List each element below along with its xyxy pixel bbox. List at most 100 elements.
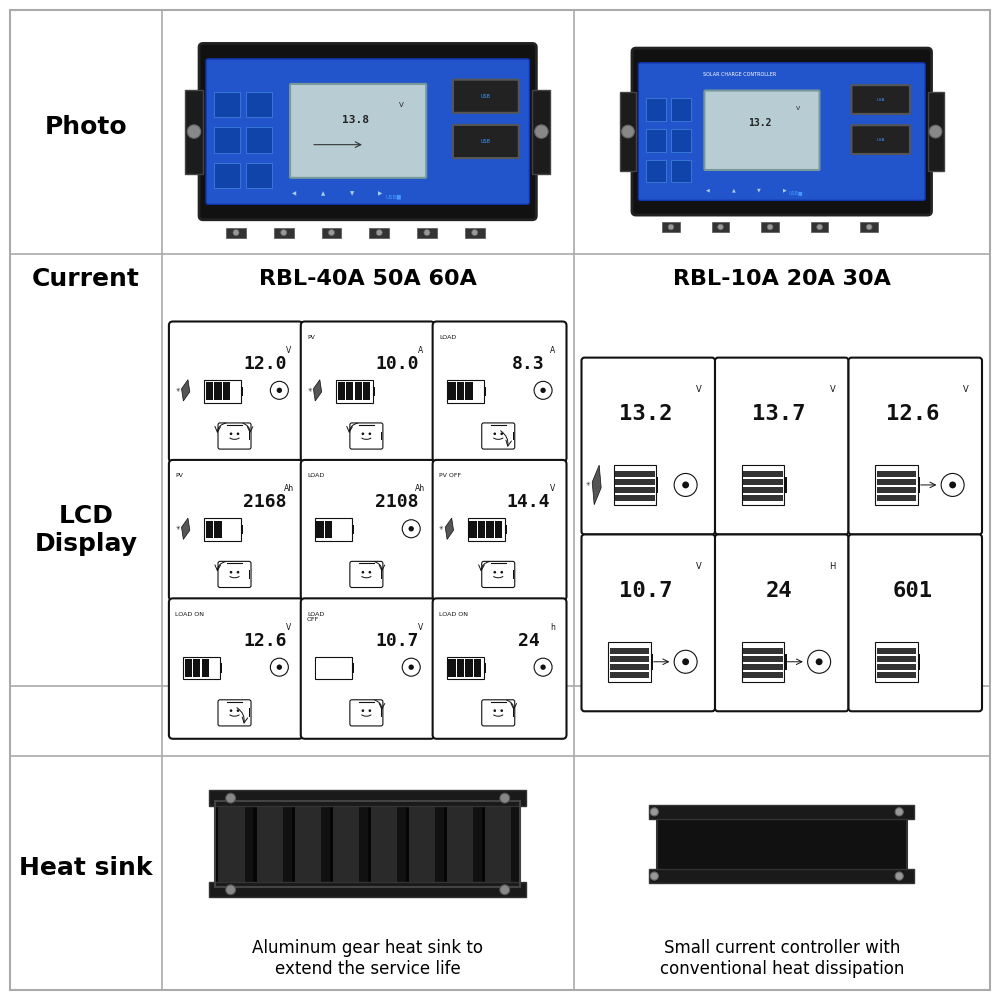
Bar: [918, 477, 920, 493]
Bar: [249, 570, 250, 579]
Bar: [918, 654, 920, 670]
Polygon shape: [592, 465, 601, 505]
Bar: [860, 222, 878, 232]
Bar: [333, 659, 341, 677]
Text: LOAD ON: LOAD ON: [175, 612, 204, 617]
Bar: [615, 487, 655, 493]
Bar: [231, 521, 239, 538]
FancyBboxPatch shape: [218, 700, 251, 726]
Bar: [649, 805, 914, 819]
Text: 24: 24: [518, 632, 539, 650]
Bar: [657, 813, 907, 875]
Circle shape: [369, 571, 371, 574]
Circle shape: [409, 526, 414, 531]
Bar: [875, 642, 918, 682]
Text: PV OFF: PV OFF: [439, 473, 461, 478]
Text: 2108: 2108: [375, 493, 418, 511]
Bar: [465, 382, 473, 400]
Circle shape: [500, 885, 510, 895]
Bar: [246, 163, 272, 188]
Text: LOAD
OFF: LOAD OFF: [307, 612, 324, 622]
Bar: [482, 801, 485, 887]
Bar: [368, 801, 371, 887]
Bar: [210, 659, 217, 677]
Circle shape: [402, 658, 420, 676]
Bar: [381, 708, 382, 717]
Circle shape: [493, 571, 496, 574]
FancyBboxPatch shape: [715, 358, 848, 534]
Circle shape: [668, 224, 674, 230]
Text: 10.7: 10.7: [375, 632, 418, 650]
Bar: [513, 570, 514, 579]
Text: RBL-10A 20A 30A: RBL-10A 20A 30A: [673, 269, 891, 289]
Circle shape: [949, 481, 956, 488]
FancyBboxPatch shape: [290, 84, 426, 178]
Bar: [204, 380, 241, 403]
FancyBboxPatch shape: [350, 561, 383, 588]
Bar: [215, 801, 520, 887]
Bar: [342, 659, 349, 677]
Circle shape: [817, 224, 823, 230]
Bar: [333, 521, 341, 538]
Text: ✳: ✳: [175, 526, 180, 531]
FancyBboxPatch shape: [218, 423, 251, 449]
Text: ✳: ✳: [175, 388, 180, 393]
Bar: [646, 98, 666, 121]
Text: H: H: [829, 562, 836, 571]
Text: V: V: [550, 484, 555, 493]
Bar: [185, 659, 192, 677]
Bar: [620, 92, 636, 171]
Bar: [204, 518, 241, 541]
Circle shape: [674, 473, 697, 496]
Bar: [877, 656, 916, 662]
FancyBboxPatch shape: [848, 534, 982, 711]
Bar: [322, 228, 341, 238]
Bar: [202, 659, 209, 677]
Text: 10.0: 10.0: [375, 355, 418, 373]
Bar: [249, 708, 250, 717]
Text: LOAD: LOAD: [307, 473, 324, 478]
Text: SOLAR CHARGE CONTROLLER: SOLAR CHARGE CONTROLLER: [703, 72, 776, 77]
Bar: [249, 432, 250, 440]
Bar: [615, 479, 655, 485]
FancyBboxPatch shape: [218, 561, 251, 588]
FancyBboxPatch shape: [704, 91, 820, 170]
Circle shape: [941, 473, 964, 496]
Circle shape: [895, 808, 903, 816]
Bar: [214, 127, 240, 153]
Bar: [743, 479, 783, 485]
Circle shape: [718, 224, 723, 230]
Bar: [614, 465, 656, 505]
FancyBboxPatch shape: [453, 80, 519, 113]
Bar: [293, 801, 321, 887]
Text: USB: USB: [876, 138, 885, 142]
Circle shape: [409, 664, 414, 670]
Text: Small current controller with
conventional heat dissipation: Small current controller with convention…: [660, 939, 904, 978]
Circle shape: [233, 230, 239, 236]
Bar: [784, 654, 787, 670]
Text: LOAD ON: LOAD ON: [439, 612, 468, 617]
Text: PV: PV: [307, 335, 315, 340]
Bar: [671, 160, 691, 182]
Circle shape: [929, 125, 942, 138]
FancyBboxPatch shape: [851, 85, 910, 114]
Bar: [465, 659, 473, 677]
Bar: [742, 642, 784, 682]
Bar: [465, 228, 485, 238]
Circle shape: [650, 808, 658, 816]
Text: ▲: ▲: [732, 188, 736, 193]
Circle shape: [472, 230, 478, 236]
Bar: [877, 495, 916, 501]
Bar: [671, 129, 691, 152]
Bar: [315, 657, 352, 679]
Text: USB■: USB■: [385, 194, 401, 199]
Bar: [325, 521, 332, 538]
Bar: [223, 382, 230, 400]
Bar: [743, 656, 783, 662]
Bar: [330, 801, 333, 887]
FancyBboxPatch shape: [301, 460, 435, 600]
Bar: [513, 432, 514, 440]
Bar: [214, 92, 240, 117]
Circle shape: [534, 381, 552, 399]
Bar: [447, 657, 484, 679]
